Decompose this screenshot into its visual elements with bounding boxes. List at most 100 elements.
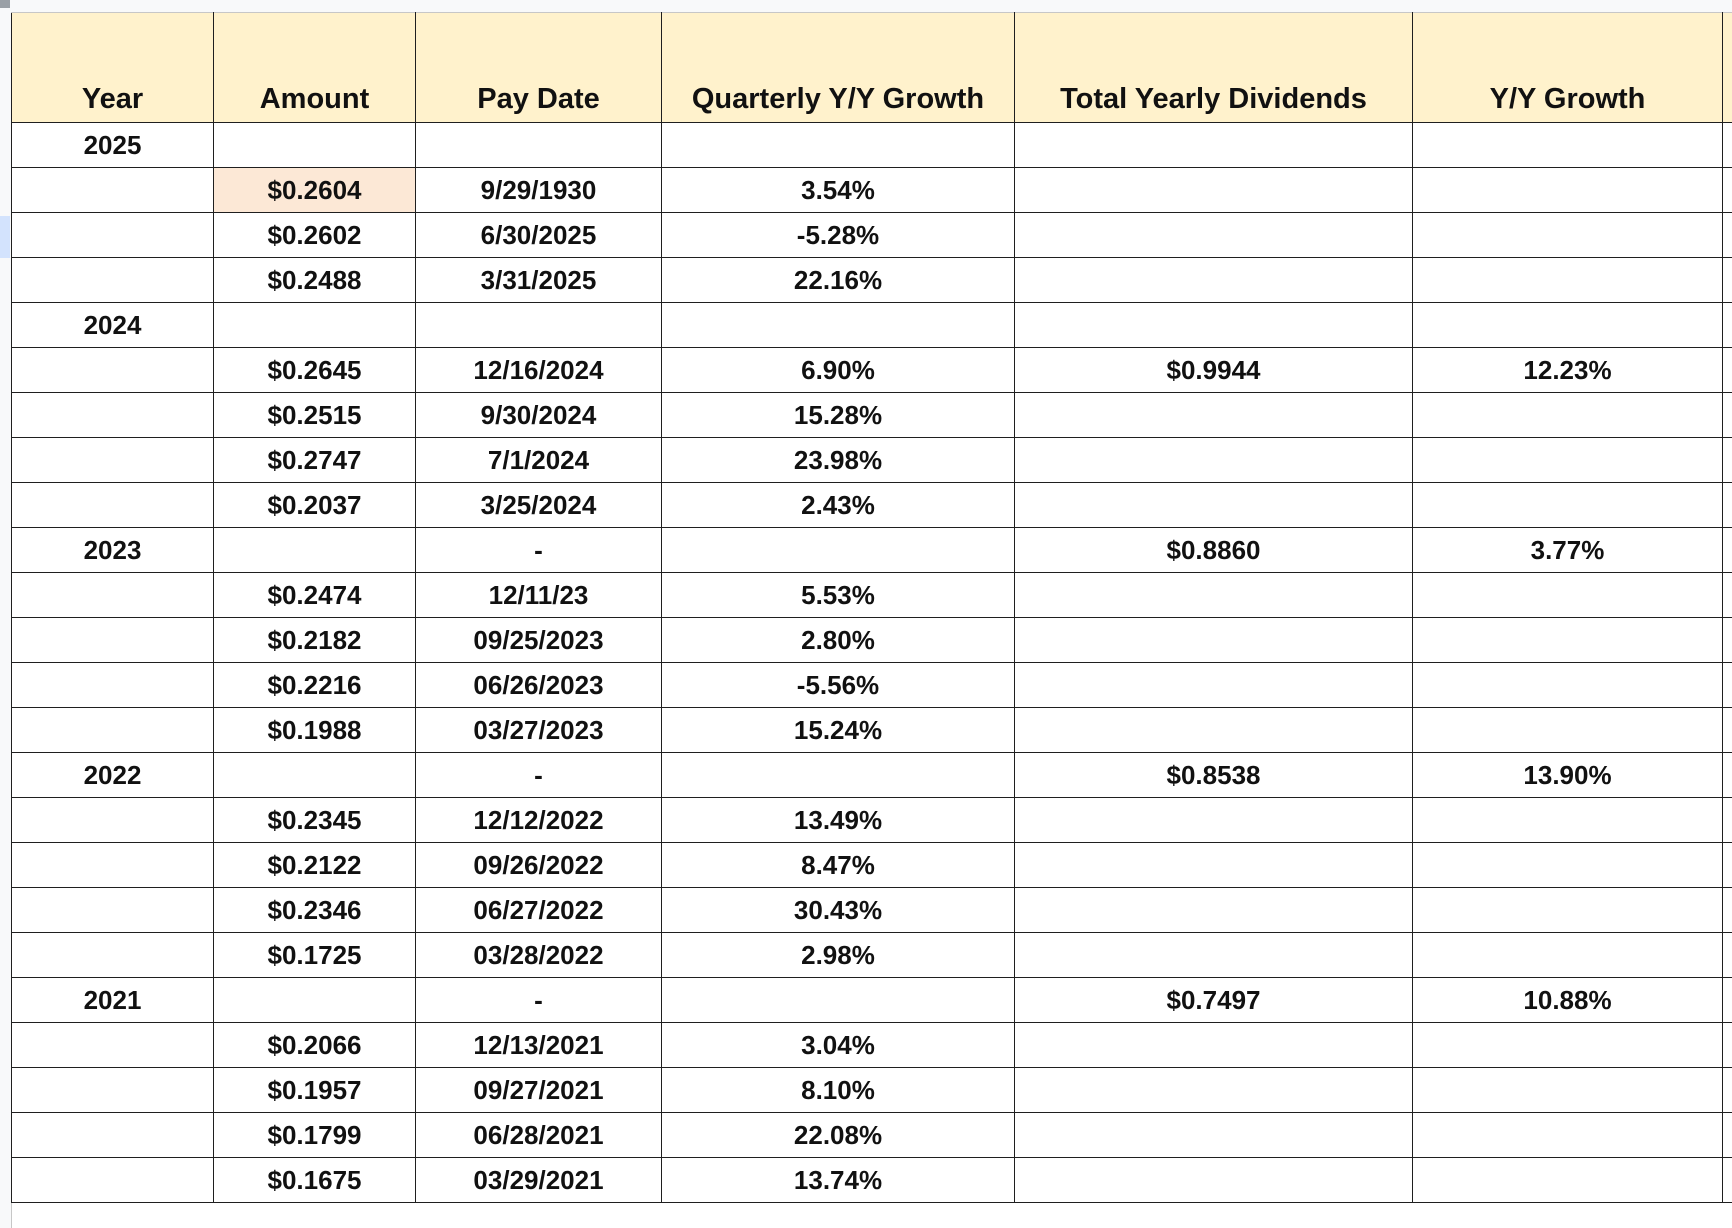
cell-quarterly-growth[interactable]: 15.24% xyxy=(661,707,1015,753)
cell-next-column[interactable] xyxy=(1722,707,1732,753)
cell-total-yearly[interactable] xyxy=(1014,302,1413,348)
header-total-yearly-dividends[interactable]: Total Yearly Dividends xyxy=(1014,12,1413,123)
cell-year[interactable]: 2024 xyxy=(11,302,214,348)
cell-next-column[interactable] xyxy=(1722,257,1732,303)
cell-amount[interactable]: $0.2345 xyxy=(213,797,416,843)
cell-amount[interactable]: $0.2037 xyxy=(213,482,416,528)
cell-pay-date[interactable]: 03/29/2021 xyxy=(415,1157,662,1203)
cell-yy-growth[interactable] xyxy=(1412,257,1723,303)
cell-total-yearly[interactable]: $0.7497 xyxy=(1014,977,1413,1023)
cell-yy-growth[interactable] xyxy=(1412,887,1723,933)
cell-amount[interactable] xyxy=(213,977,416,1023)
cell-pay-date[interactable]: 06/28/2021 xyxy=(415,1112,662,1158)
cell-next-column[interactable] xyxy=(1722,797,1732,843)
cell-yy-growth[interactable] xyxy=(1412,392,1723,438)
cell-total-yearly[interactable] xyxy=(1014,167,1413,213)
cell-next-column[interactable] xyxy=(1722,887,1732,933)
cell-amount[interactable]: $0.2066 xyxy=(213,1022,416,1068)
cell-yy-growth[interactable] xyxy=(1412,482,1723,528)
cell-yy-growth[interactable] xyxy=(1412,1022,1723,1068)
select-all-corner[interactable] xyxy=(0,0,10,8)
cell-amount[interactable]: $0.2645 xyxy=(213,347,416,393)
cell-amount[interactable]: $0.1799 xyxy=(213,1112,416,1158)
cell-total-yearly[interactable] xyxy=(1014,887,1413,933)
cell-total-yearly[interactable] xyxy=(1014,1112,1413,1158)
cell-next-column[interactable] xyxy=(1722,617,1732,663)
cell-yy-growth[interactable] xyxy=(1412,572,1723,618)
cell-pay-date[interactable]: 3/25/2024 xyxy=(415,482,662,528)
cell-next-column[interactable] xyxy=(1722,1112,1732,1158)
cell-amount[interactable]: $0.2216 xyxy=(213,662,416,708)
cell-quarterly-growth[interactable]: 13.74% xyxy=(661,1157,1015,1203)
cell-quarterly-growth[interactable]: 8.10% xyxy=(661,1067,1015,1113)
cell-next-column[interactable] xyxy=(1722,347,1732,393)
cell-amount[interactable] xyxy=(213,527,416,573)
cell-pay-date[interactable]: 9/29/1930 xyxy=(415,167,662,213)
cell-next-column[interactable] xyxy=(1722,482,1732,528)
cell-total-yearly[interactable] xyxy=(1014,797,1413,843)
cell-yy-growth[interactable]: 3.77% xyxy=(1412,527,1723,573)
cell-year[interactable]: 2025 xyxy=(11,122,214,168)
cell-year[interactable] xyxy=(11,707,214,753)
cell-next-column[interactable] xyxy=(1722,752,1732,798)
cell-amount[interactable]: $0.2747 xyxy=(213,437,416,483)
cell-amount[interactable] xyxy=(213,752,416,798)
cell-pay-date[interactable]: 09/25/2023 xyxy=(415,617,662,663)
cell-pay-date[interactable]: 09/26/2022 xyxy=(415,842,662,888)
cell-year[interactable] xyxy=(11,1067,214,1113)
cell-quarterly-growth[interactable]: -5.28% xyxy=(661,212,1015,258)
cell-quarterly-growth[interactable] xyxy=(661,122,1015,168)
cell-quarterly-growth[interactable] xyxy=(661,527,1015,573)
cell-yy-growth[interactable] xyxy=(1412,707,1723,753)
cell-next-column[interactable] xyxy=(1722,212,1732,258)
cell-quarterly-growth[interactable]: 8.47% xyxy=(661,842,1015,888)
cell-yy-growth[interactable] xyxy=(1412,932,1723,978)
cell-quarterly-growth[interactable]: 2.43% xyxy=(661,482,1015,528)
cell-total-yearly[interactable] xyxy=(1014,482,1413,528)
cell-year[interactable] xyxy=(11,167,214,213)
cell-total-yearly[interactable] xyxy=(1014,1022,1413,1068)
cell-amount[interactable]: $0.2488 xyxy=(213,257,416,303)
cell-next-column[interactable] xyxy=(1722,392,1732,438)
cell-quarterly-growth[interactable]: 3.54% xyxy=(661,167,1015,213)
cell-year[interactable] xyxy=(11,887,214,933)
cell-year[interactable] xyxy=(11,617,214,663)
cell-year[interactable] xyxy=(11,1022,214,1068)
cell-yy-growth[interactable] xyxy=(1412,302,1723,348)
cell-next-column[interactable] xyxy=(1722,1157,1732,1203)
cell-next-column[interactable] xyxy=(1722,662,1732,708)
cell-pay-date[interactable]: 12/16/2024 xyxy=(415,347,662,393)
cell-yy-growth[interactable]: 10.88% xyxy=(1412,977,1723,1023)
cell-quarterly-growth[interactable]: 3.04% xyxy=(661,1022,1015,1068)
cell-year[interactable] xyxy=(11,482,214,528)
cell-next-column[interactable] xyxy=(1722,932,1732,978)
cell-year[interactable] xyxy=(11,437,214,483)
cell-year[interactable] xyxy=(11,347,214,393)
cell-year[interactable]: 2023 xyxy=(11,527,214,573)
cell-pay-date[interactable]: 09/27/2021 xyxy=(415,1067,662,1113)
cell-pay-date[interactable] xyxy=(415,302,662,348)
header-amount[interactable]: Amount xyxy=(213,12,416,123)
cell-next-column[interactable] xyxy=(1722,977,1732,1023)
cell-quarterly-growth[interactable]: 15.28% xyxy=(661,392,1015,438)
cell-yy-growth[interactable] xyxy=(1412,797,1723,843)
cell-pay-date[interactable]: 03/28/2022 xyxy=(415,932,662,978)
cell-total-yearly[interactable] xyxy=(1014,842,1413,888)
cell-yy-growth[interactable]: 13.90% xyxy=(1412,752,1723,798)
cell-amount[interactable]: $0.2346 xyxy=(213,887,416,933)
cell-pay-date[interactable]: 06/27/2022 xyxy=(415,887,662,933)
cell-amount[interactable]: $0.2604 xyxy=(213,167,416,213)
cell-year[interactable] xyxy=(11,932,214,978)
cell-quarterly-growth[interactable]: 30.43% xyxy=(661,887,1015,933)
cell-quarterly-growth[interactable]: 13.49% xyxy=(661,797,1015,843)
cell-amount[interactable]: $0.1725 xyxy=(213,932,416,978)
cell-total-yearly[interactable] xyxy=(1014,437,1413,483)
cell-amount[interactable] xyxy=(213,122,416,168)
cell-year[interactable] xyxy=(11,1157,214,1203)
cell-pay-date[interactable]: 12/12/2022 xyxy=(415,797,662,843)
cell-year[interactable] xyxy=(11,212,214,258)
cell-yy-growth[interactable] xyxy=(1412,437,1723,483)
cell-yy-growth[interactable] xyxy=(1412,122,1723,168)
cell-total-yearly[interactable] xyxy=(1014,212,1413,258)
header-yy-growth[interactable]: Y/Y Growth xyxy=(1412,12,1723,123)
